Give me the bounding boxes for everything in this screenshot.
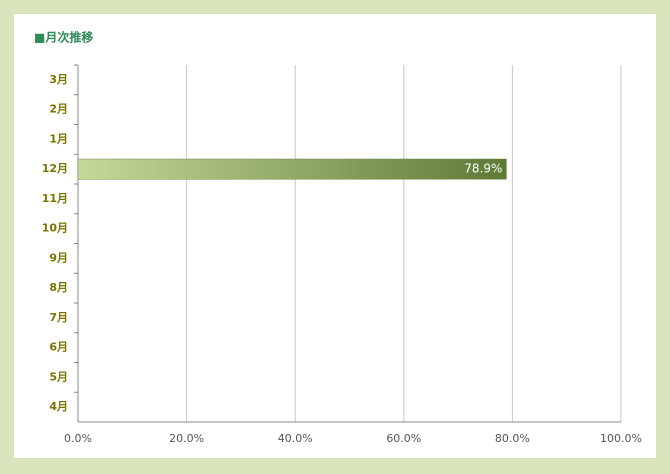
- y-tick-label: 12月: [42, 162, 68, 175]
- y-tick-label: 8月: [49, 281, 68, 294]
- y-tick-label: 5月: [49, 370, 68, 383]
- x-tick-label: 80.0%: [495, 432, 530, 445]
- x-tick-label: 100.0%: [600, 432, 642, 445]
- y-tick-label: 9月: [49, 251, 68, 264]
- x-tick-label: 20.0%: [169, 432, 204, 445]
- y-tick-label: 7月: [49, 311, 68, 324]
- value-label: 78.9%: [464, 162, 502, 176]
- y-tick-label: 11月: [42, 192, 68, 205]
- y-tick-label: 2月: [49, 103, 68, 116]
- y-tick-label: 4月: [49, 400, 68, 413]
- x-tick-label: 60.0%: [386, 432, 421, 445]
- panel: [14, 14, 656, 458]
- chart-title: ■月次推移: [34, 30, 93, 45]
- y-tick-label: 10月: [42, 222, 68, 235]
- y-tick-label: 6月: [49, 341, 68, 354]
- y-tick-label: 1月: [49, 132, 68, 145]
- x-tick-label: 40.0%: [278, 432, 313, 445]
- y-tick-label: 3月: [49, 73, 68, 86]
- bar: [77, 158, 507, 180]
- x-tick-label: 0.0%: [64, 432, 92, 445]
